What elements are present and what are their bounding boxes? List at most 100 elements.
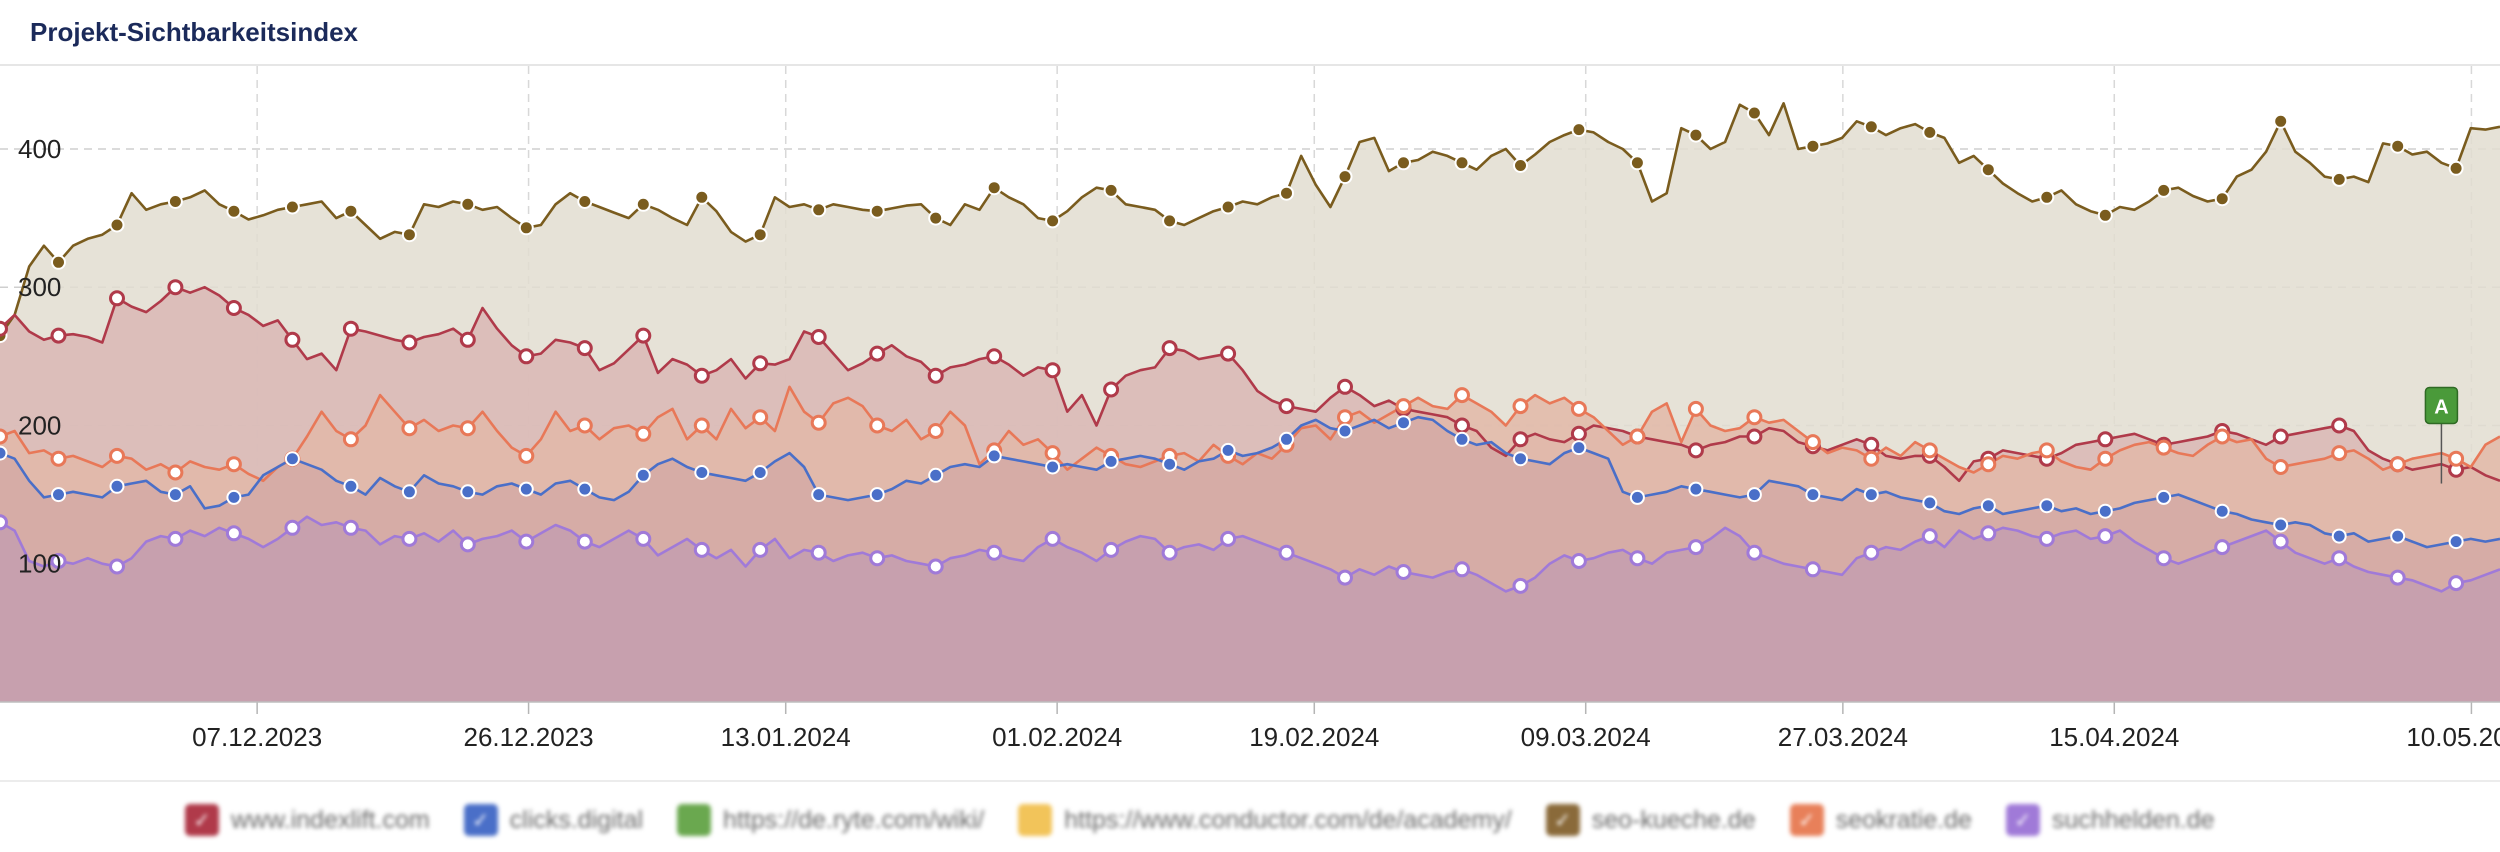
check-icon[interactable]: ✓	[1789, 804, 1824, 836]
series-point	[2039, 498, 2055, 514]
series-point	[460, 196, 476, 212]
series-point	[459, 536, 476, 553]
series-point	[1220, 199, 1236, 215]
series-point	[225, 456, 242, 473]
series-point	[1746, 409, 1763, 426]
series-point	[2272, 459, 2289, 475]
series-point	[576, 417, 593, 434]
check-icon[interactable]: ✓	[463, 804, 498, 836]
legend-swatch[interactable]	[677, 804, 712, 836]
series-point	[518, 481, 534, 497]
series-point	[284, 331, 301, 348]
series-point	[51, 254, 66, 270]
series-point	[1044, 530, 1061, 547]
series-point	[460, 484, 476, 500]
annotations[interactable]: A	[2424, 386, 2459, 484]
check-icon[interactable]: ✓	[1545, 804, 1580, 836]
series-point	[518, 533, 535, 550]
series-point	[401, 334, 418, 351]
series-point	[167, 530, 184, 547]
legend-items: ✓ www.indexlift.com ✓ clicks.digital https:/…	[185, 804, 2249, 836]
series-point	[927, 423, 944, 439]
series-point	[1512, 431, 1529, 448]
series-point	[1044, 445, 1061, 462]
series-point	[1804, 561, 1821, 578]
check-icon[interactable]: ✓	[185, 804, 219, 836]
series-point	[401, 420, 418, 437]
series-point	[811, 202, 827, 218]
annotation-flag[interactable]	[2424, 386, 2459, 425]
series-point	[1337, 569, 1353, 586]
series-point	[2331, 445, 2348, 462]
series-point	[1103, 182, 1119, 198]
series-point	[2448, 450, 2465, 467]
series-point	[2389, 569, 2406, 586]
series-point	[284, 519, 301, 536]
series-point	[1629, 489, 1645, 505]
series-point	[2272, 428, 2289, 445]
series-point	[342, 431, 359, 448]
series-point	[1687, 539, 1704, 556]
legend-item[interactable]: https://de.ryte.com/wiki/	[677, 804, 984, 836]
series-point	[1980, 498, 1996, 514]
series-point	[635, 425, 652, 442]
series-point	[51, 487, 66, 503]
series-point	[752, 227, 768, 243]
series-point	[1688, 127, 1704, 143]
series-point	[1980, 456, 1997, 473]
legend-item[interactable]: https://www.conductor.com/de/academy/	[1018, 804, 1512, 836]
legend-label: seokratie.de	[1835, 805, 1972, 834]
series-point	[1863, 544, 1880, 561]
series-point	[1278, 398, 1295, 415]
check-icon[interactable]: ✓	[2005, 804, 2040, 836]
legend-swatch[interactable]	[1018, 804, 1053, 836]
series-point	[1337, 169, 1353, 185]
series-point	[2156, 489, 2172, 505]
series-point	[401, 484, 417, 500]
series-point	[869, 417, 886, 434]
series-point	[986, 544, 1003, 561]
series-point	[693, 417, 710, 434]
series-point	[1805, 138, 1821, 154]
series-point	[810, 544, 827, 561]
series-line	[0, 102, 2500, 337]
series-point	[2214, 539, 2231, 556]
series-point	[2272, 533, 2289, 550]
series-point	[2390, 138, 2406, 154]
series-point	[167, 487, 183, 503]
series-point	[0, 514, 8, 531]
series-point	[986, 448, 1002, 464]
series-point	[1629, 155, 1645, 171]
series-point	[1804, 434, 1821, 451]
legend-item[interactable]: ✓ seokratie.de	[1789, 804, 1972, 836]
series-point	[225, 525, 242, 542]
legend-item[interactable]: ✓ suchhelden.de	[2005, 804, 2215, 836]
series-point	[1337, 378, 1353, 395]
legend-label: https://www.conductor.com/de/academy/	[1064, 805, 1512, 834]
series-point	[1278, 544, 1295, 561]
series-point	[1045, 459, 1061, 475]
series-point	[2273, 517, 2289, 533]
series-point	[167, 194, 183, 209]
series-point	[927, 558, 944, 575]
series-point	[225, 300, 242, 316]
series-point	[1921, 528, 1938, 545]
series-point	[1395, 564, 1412, 580]
series-point	[1571, 440, 1587, 456]
series-point	[1570, 425, 1587, 442]
series-point	[1337, 423, 1353, 439]
series-point	[810, 414, 827, 431]
series-point	[694, 465, 710, 480]
legend-label: suchhelden.de	[2051, 805, 2215, 834]
legend-item[interactable]: ✓ seo-kueche.de	[1545, 804, 1756, 836]
legend-item[interactable]: ✓ clicks.digital	[463, 804, 643, 836]
series-point	[1512, 577, 1529, 594]
series-point	[1396, 415, 1411, 431]
legend-item[interactable]: ✓ www.indexlift.com	[185, 804, 430, 836]
series-point	[459, 331, 476, 348]
series-point	[577, 481, 593, 497]
series-point	[694, 189, 710, 205]
y-tick-label: 100	[18, 549, 61, 579]
series-area	[0, 516, 2500, 702]
